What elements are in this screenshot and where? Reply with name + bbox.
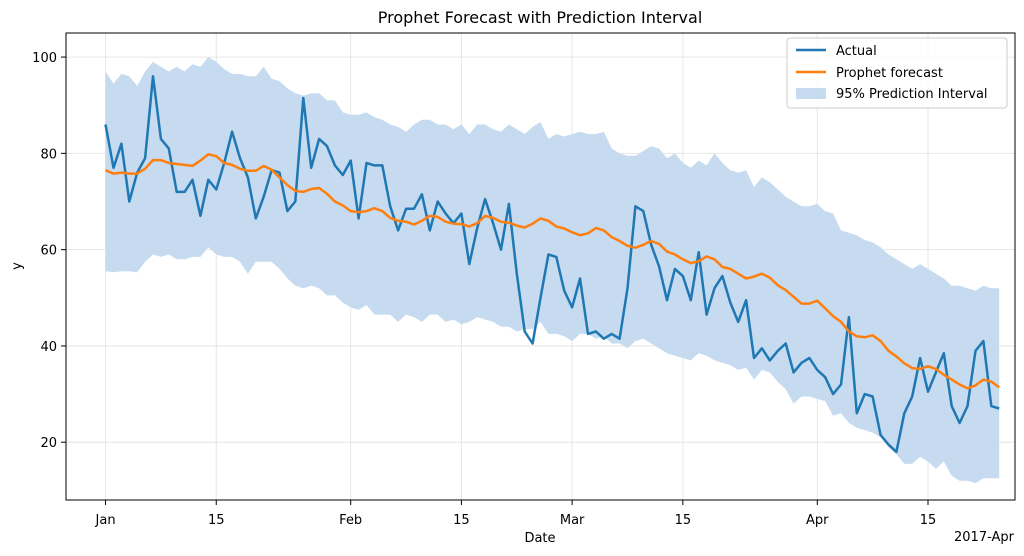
y-tick-label: 100 <box>32 51 57 66</box>
y-tick-label: 80 <box>40 147 57 162</box>
x-tick-label: Apr <box>806 513 829 528</box>
legend-frame <box>786 37 1008 109</box>
x-axis-offset-label: 2017-Apr <box>954 530 1015 545</box>
y-axis-ticks: 20 40 60 80 100 <box>32 51 66 451</box>
x-tick-label: 15 <box>208 513 225 528</box>
x-tick-label: Jan <box>95 513 116 528</box>
forecast-series-line <box>105 153 1000 390</box>
y-tick-label: 60 <box>40 244 57 259</box>
legend: Actual Prophet forecast 95% Prediction I… <box>786 37 1008 109</box>
x-axis-ticks: Jan 15 Feb 15 Mar 15 Apr 15 <box>95 500 937 528</box>
series-layer <box>104 75 1000 454</box>
x-tick-label: 15 <box>920 513 937 528</box>
x-tick-label: Feb <box>339 513 362 528</box>
prediction-interval-layer <box>105 57 1000 484</box>
legend-interval-label: 95% Prediction Interval <box>836 87 988 102</box>
legend-interval-swatch <box>796 88 826 99</box>
chart-title: Prophet Forecast with Prediction Interva… <box>378 8 703 27</box>
y-tick-label: 40 <box>40 340 57 355</box>
x-axis-label: Date <box>524 531 555 546</box>
x-tick-label: Mar <box>560 513 585 528</box>
x-tick-label: 15 <box>675 513 692 528</box>
legend-forecast-label: Prophet forecast <box>836 66 943 81</box>
plot-area-frame <box>65 32 1016 501</box>
x-tick-label: 15 <box>453 513 470 528</box>
y-tick-label: 20 <box>40 436 57 451</box>
legend-actual-label: Actual <box>836 44 877 59</box>
y-axis-label: y <box>10 262 25 270</box>
prediction-interval-band <box>105 57 1000 484</box>
